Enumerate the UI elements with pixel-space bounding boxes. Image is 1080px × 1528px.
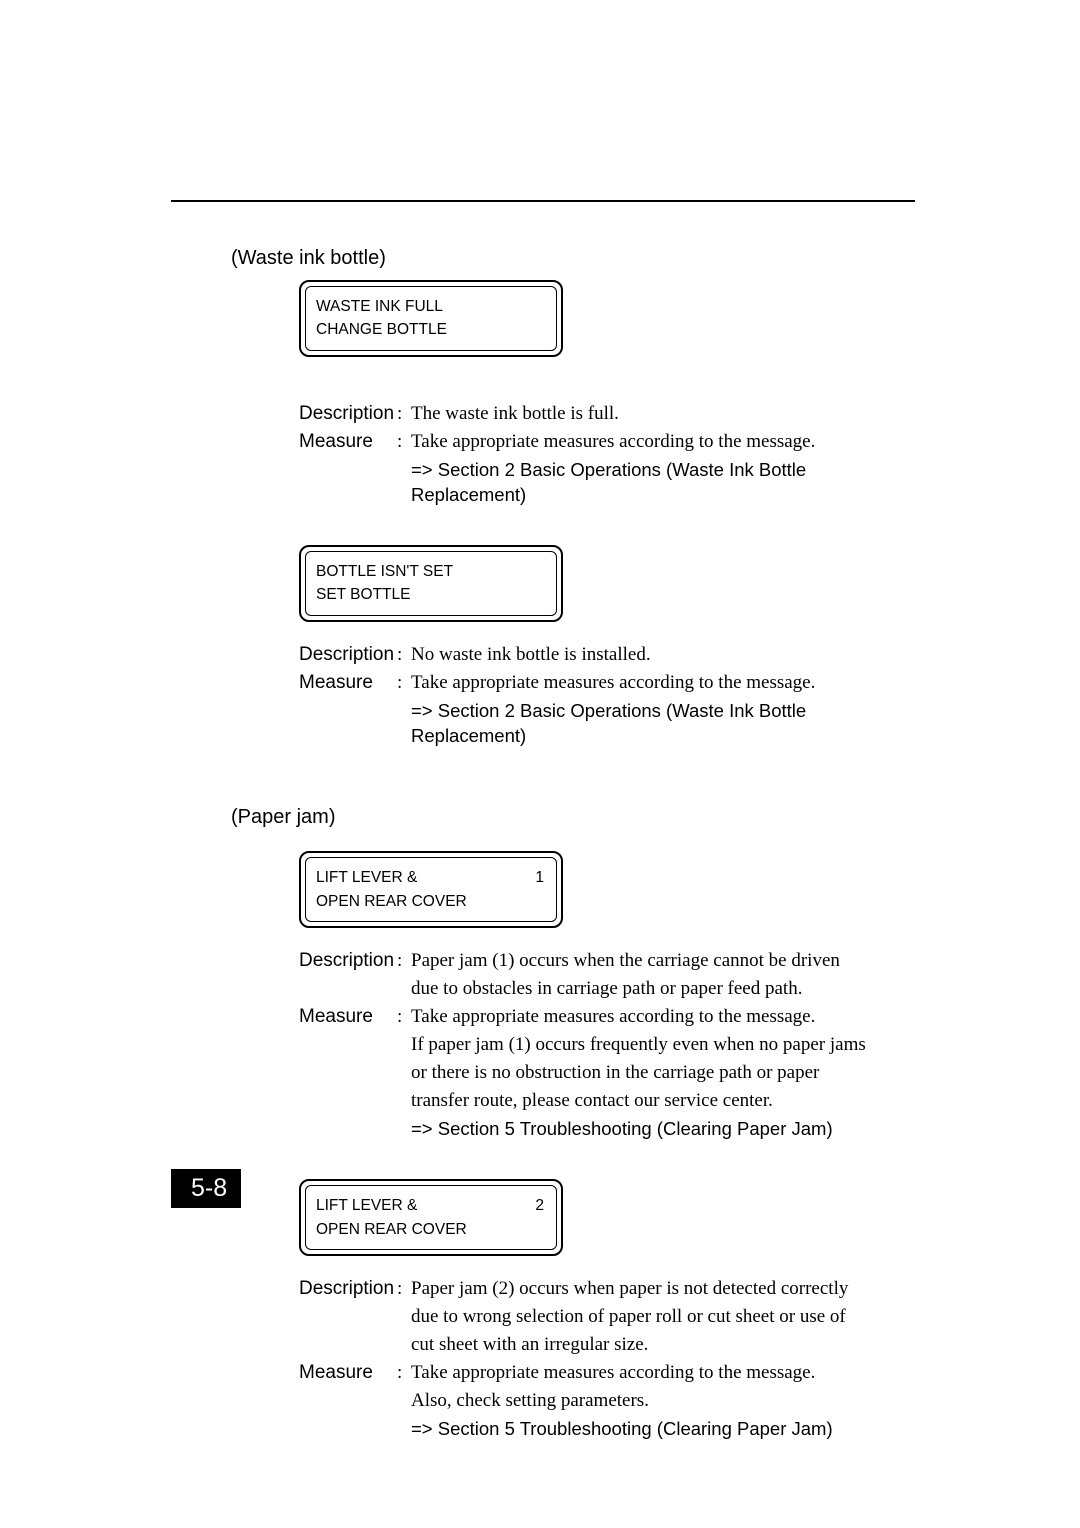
lcd-panel: WASTE INK FULL CHANGE BOTTLE: [299, 280, 915, 357]
measure-text: Take appropriate measures according to t…: [411, 1360, 915, 1386]
lcd-line: LIFT LEVER &: [316, 866, 467, 889]
lcd-line: SET BOTTLE: [316, 583, 453, 606]
content-area: (Waste ink bottle) WASTE INK FULL CHANGE…: [171, 235, 915, 1443]
detail-block: Description : Paper jam (2) occurs when …: [299, 1276, 915, 1441]
colon: :: [397, 401, 411, 427]
lcd-panel: BOTTLE ISN'T SET SET BOTTLE: [299, 545, 915, 622]
colon: :: [397, 670, 411, 696]
colon: :: [397, 642, 411, 668]
lcd-outer: WASTE INK FULL CHANGE BOTTLE: [299, 280, 563, 357]
measure-text: Take appropriate measures according to t…: [411, 429, 915, 455]
measure-text: transfer route, please contact our servi…: [411, 1088, 915, 1114]
lcd-inner: LIFT LEVER & OPEN REAR COVER 2: [305, 1185, 557, 1250]
section-heading-paper-jam: (Paper jam): [231, 806, 915, 829]
description-text: Paper jam (1) occurs when the carriage c…: [411, 948, 915, 974]
detail-block: Description : No waste ink bottle is ins…: [299, 642, 915, 749]
lcd-number: 2: [535, 1194, 546, 1217]
colon: :: [397, 429, 411, 455]
description-text: Paper jam (2) occurs when paper is not d…: [411, 1276, 915, 1302]
lcd-inner: WASTE INK FULL CHANGE BOTTLE: [305, 286, 557, 351]
lcd-inner: LIFT LEVER & OPEN REAR COVER 1: [305, 857, 557, 922]
measure-text: or there is no obstruction in the carria…: [411, 1060, 915, 1086]
description-text: due to wrong selection of paper roll or …: [411, 1304, 915, 1330]
lcd-line: OPEN REAR COVER: [316, 1218, 467, 1241]
description-text: No waste ink bottle is installed.: [411, 642, 915, 668]
measure-text: If paper jam (1) occurs frequently even …: [411, 1032, 915, 1058]
reference-link: => Section 2 Basic Operations (Waste Ink…: [411, 457, 915, 508]
lcd-outer: BOTTLE ISN'T SET SET BOTTLE: [299, 545, 563, 622]
lcd-panel: LIFT LEVER & OPEN REAR COVER 1: [299, 851, 915, 928]
detail-block: Description : Paper jam (1) occurs when …: [299, 948, 915, 1141]
colon: :: [397, 1276, 411, 1302]
description-text: The waste ink bottle is full.: [411, 401, 915, 427]
description-label: Description: [299, 948, 397, 974]
lcd-inner: BOTTLE ISN'T SET SET BOTTLE: [305, 551, 557, 616]
lcd-panel: LIFT LEVER & OPEN REAR COVER 2: [299, 1179, 915, 1256]
reference-link: => Section 5 Troubleshooting (Clearing P…: [411, 1116, 915, 1141]
description-label: Description: [299, 401, 397, 427]
detail-block: Description : The waste ink bottle is fu…: [299, 401, 915, 508]
lcd-outer: LIFT LEVER & OPEN REAR COVER 1: [299, 851, 563, 928]
description-label: Description: [299, 1276, 397, 1302]
lcd-number: 1: [535, 866, 546, 889]
measure-text: Take appropriate measures according to t…: [411, 1004, 915, 1030]
page: (Waste ink bottle) WASTE INK FULL CHANGE…: [0, 0, 1080, 1528]
lcd-outer: LIFT LEVER & OPEN REAR COVER 2: [299, 1179, 563, 1256]
reference-link: => Section 5 Troubleshooting (Clearing P…: [411, 1416, 915, 1441]
lcd-line: LIFT LEVER &: [316, 1194, 467, 1217]
lcd-line: CHANGE BOTTLE: [316, 318, 447, 341]
lcd-line: BOTTLE ISN'T SET: [316, 560, 453, 583]
horizontal-rule: [171, 200, 915, 202]
measure-label: Measure: [299, 429, 397, 455]
description-label: Description: [299, 642, 397, 668]
measure-text: Take appropriate measures according to t…: [411, 670, 915, 696]
measure-label: Measure: [299, 1360, 397, 1386]
measure-text: Also, check setting parameters.: [411, 1388, 915, 1414]
lcd-line: WASTE INK FULL: [316, 295, 447, 318]
reference-link: => Section 2 Basic Operations (Waste Ink…: [411, 698, 915, 749]
colon: :: [397, 1004, 411, 1030]
lcd-line: OPEN REAR COVER: [316, 890, 467, 913]
page-number: 5-8: [171, 1169, 241, 1208]
colon: :: [397, 1360, 411, 1386]
colon: :: [397, 948, 411, 974]
measure-label: Measure: [299, 1004, 397, 1030]
description-text: due to obstacles in carriage path or pap…: [411, 976, 915, 1002]
description-text: cut sheet with an irregular size.: [411, 1332, 915, 1358]
section-heading-waste-ink: (Waste ink bottle): [231, 247, 915, 270]
measure-label: Measure: [299, 670, 397, 696]
